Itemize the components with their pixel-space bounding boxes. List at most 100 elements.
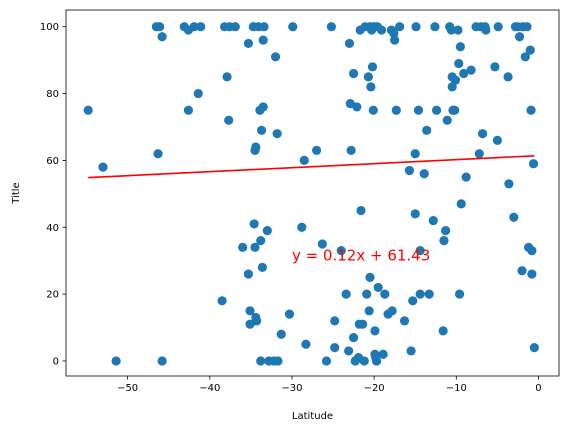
- axes-frame: [65, 9, 560, 377]
- y-tick-label: 80: [46, 89, 59, 100]
- data-point: [317, 239, 327, 249]
- data-point: [251, 142, 261, 152]
- x-tick-label: −30: [281, 383, 302, 394]
- data-point: [362, 289, 372, 299]
- data-point: [529, 342, 539, 353]
- data-point: [346, 145, 356, 155]
- data-point: [525, 45, 535, 55]
- data-point: [415, 289, 425, 299]
- data-point: [252, 316, 262, 326]
- data-point: [453, 25, 463, 35]
- data-point: [527, 269, 537, 279]
- data-point: [439, 236, 449, 246]
- data-point: [336, 246, 346, 256]
- data-point: [395, 22, 405, 32]
- data-point: [348, 68, 359, 79]
- data-point: [366, 82, 376, 92]
- data-point: [424, 289, 434, 299]
- data-point: [520, 52, 530, 62]
- data-point: [157, 32, 167, 42]
- data-point: [455, 42, 465, 52]
- data-point: [391, 105, 401, 115]
- data-point: [284, 309, 295, 319]
- x-tick-label: 0: [535, 383, 541, 394]
- data-point: [348, 332, 359, 343]
- data-point: [256, 125, 267, 135]
- data-point: [456, 199, 466, 209]
- data-point: [258, 102, 268, 112]
- data-point: [341, 289, 351, 299]
- data-point: [466, 65, 476, 75]
- data-point: [380, 289, 390, 299]
- data-point: [406, 346, 416, 356]
- data-point: [389, 28, 399, 38]
- data-point: [288, 22, 298, 32]
- x-tick-label: −20: [364, 383, 385, 394]
- data-point: [373, 282, 383, 293]
- data-point: [262, 226, 272, 236]
- data-point: [273, 356, 283, 366]
- data-point: [258, 35, 268, 45]
- axes: [65, 9, 560, 377]
- data-point: [526, 105, 536, 115]
- data-point: [438, 326, 448, 336]
- data-point: [368, 105, 378, 115]
- data-point: [243, 269, 254, 279]
- data-point: [441, 226, 451, 236]
- data-point: [297, 222, 307, 232]
- data-point: [356, 205, 366, 216]
- y-tick-label: 100: [40, 22, 59, 33]
- data-point: [365, 272, 375, 282]
- data-point: [330, 316, 340, 326]
- data-point: [238, 242, 248, 252]
- data-point: [326, 22, 336, 32]
- data-point: [344, 38, 355, 49]
- data-point: [272, 129, 282, 139]
- y-tick-label: 60: [46, 156, 59, 167]
- x-tick-label: −50: [117, 383, 138, 394]
- data-point: [256, 236, 266, 246]
- data-point: [276, 329, 286, 339]
- data-point: [250, 242, 260, 252]
- data-point: [450, 75, 461, 85]
- data-point: [249, 219, 259, 229]
- y-tick-label: 40: [46, 223, 59, 234]
- regression-line: [88, 155, 535, 179]
- data-point: [410, 149, 420, 159]
- data-point: [446, 25, 456, 35]
- data-point: [410, 209, 420, 219]
- data-point: [459, 68, 469, 79]
- data-point: [387, 306, 397, 316]
- data-point: [301, 339, 311, 349]
- data-point: [98, 162, 108, 172]
- data-point: [517, 266, 527, 276]
- data-point: [364, 306, 374, 316]
- data-point: [428, 215, 438, 226]
- x-tick-label: −10: [446, 383, 467, 394]
- data-point: [344, 346, 354, 356]
- x-axis-label: Latitude: [292, 411, 333, 422]
- data-point: [492, 135, 502, 145]
- data-point: [528, 159, 539, 169]
- data-point: [454, 58, 464, 69]
- data-point: [477, 129, 488, 139]
- data-point: [461, 172, 471, 182]
- data-point: [415, 246, 425, 256]
- data-point: [189, 22, 199, 32]
- data-point: [493, 22, 503, 32]
- data-point: [514, 32, 525, 42]
- data-point: [490, 62, 500, 72]
- data-point: [259, 22, 269, 32]
- data-point: [370, 326, 380, 336]
- regression-line-group: [88, 155, 535, 179]
- data-point: [474, 149, 484, 159]
- data-point: [359, 356, 369, 366]
- data-point: [245, 306, 255, 316]
- data-point: [422, 125, 432, 135]
- data-point: [442, 115, 452, 125]
- y-tick-label: 0: [53, 356, 59, 367]
- scatter-points: [83, 22, 539, 366]
- data-point: [299, 155, 309, 166]
- data-point: [257, 262, 267, 272]
